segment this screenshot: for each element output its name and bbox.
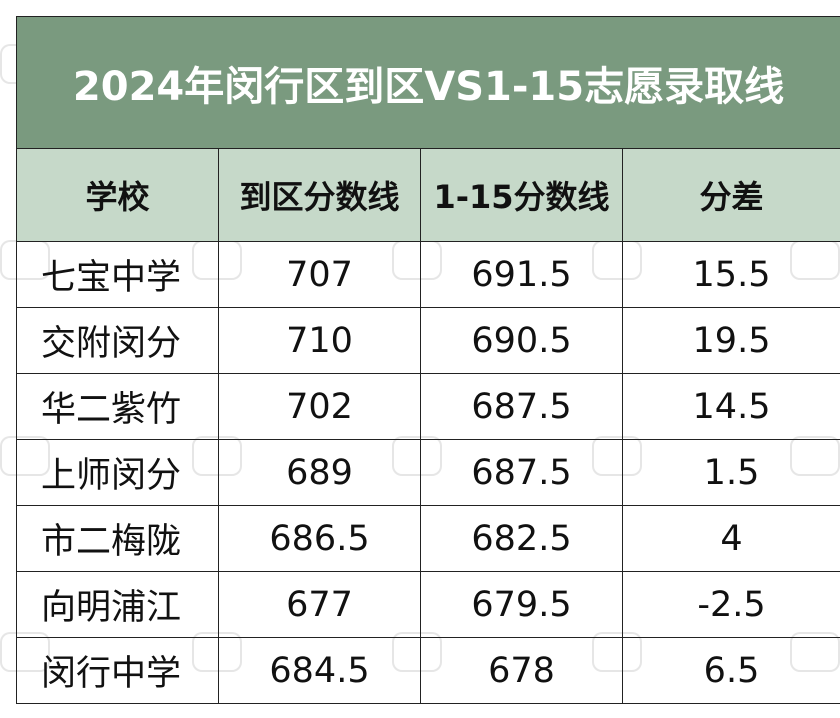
school-name-cell: 交附闵分 bbox=[16, 307, 219, 374]
district-line-cell: 677 bbox=[218, 571, 421, 638]
column-header-line-1-15: 1-15分数线 bbox=[420, 148, 623, 242]
district-line-cell: 686.5 bbox=[218, 505, 421, 572]
table-row: 华二紫竹 702 687.5 14.5 bbox=[16, 373, 840, 440]
school-name-cell: 华二紫竹 bbox=[16, 373, 219, 440]
line-1-15-cell: 687.5 bbox=[420, 373, 623, 440]
column-header-district-line: 到区分数线 bbox=[218, 148, 421, 242]
line-1-15-cell: 682.5 bbox=[420, 505, 623, 572]
table-row: 市二梅陇 686.5 682.5 4 bbox=[16, 505, 840, 572]
line-1-15-cell: 678 bbox=[420, 637, 623, 704]
school-name-cell: 七宝中学 bbox=[16, 241, 219, 308]
diff-cell: 1.5 bbox=[621, 439, 840, 506]
district-line-cell: 689 bbox=[218, 439, 421, 506]
line-1-15-cell: 679.5 bbox=[420, 571, 623, 638]
score-table: 2024年闵行区到区VS1-15志愿录取线 学校 到区分数线 1-15分数线 分… bbox=[15, 16, 840, 704]
line-1-15-cell: 691.5 bbox=[420, 241, 623, 308]
column-header-diff: 分差 bbox=[621, 148, 840, 242]
diff-cell: 4 bbox=[621, 505, 840, 572]
school-name-cell: 上师闵分 bbox=[16, 439, 219, 506]
diff-cell: 14.5 bbox=[621, 373, 840, 440]
diff-cell: 15.5 bbox=[621, 241, 840, 308]
district-line-cell: 702 bbox=[218, 373, 421, 440]
line-1-15-cell: 687.5 bbox=[420, 439, 623, 506]
district-line-cell: 710 bbox=[218, 307, 421, 374]
school-name-cell: 市二梅陇 bbox=[16, 505, 219, 572]
table-row: 上师闵分 689 687.5 1.5 bbox=[16, 439, 840, 506]
school-name-cell: 闵行中学 bbox=[16, 637, 219, 704]
school-name-cell: 向明浦江 bbox=[16, 571, 219, 638]
table-row: 闵行中学 684.5 678 6.5 bbox=[16, 637, 840, 704]
district-line-cell: 707 bbox=[218, 241, 421, 308]
diff-cell: -2.5 bbox=[621, 571, 840, 638]
column-header-school: 学校 bbox=[16, 148, 219, 242]
table-title: 2024年闵行区到区VS1-15志愿录取线 bbox=[15, 16, 840, 149]
diff-cell: 19.5 bbox=[621, 307, 840, 374]
line-1-15-cell: 690.5 bbox=[420, 307, 623, 374]
table-row: 交附闵分 710 690.5 19.5 bbox=[16, 307, 840, 374]
diff-cell: 6.5 bbox=[621, 637, 840, 704]
title-row: 2024年闵行区到区VS1-15志愿录取线 bbox=[15, 16, 840, 149]
table-row: 七宝中学 707 691.5 15.5 bbox=[16, 241, 840, 308]
header-row: 学校 到区分数线 1-15分数线 分差 bbox=[16, 148, 840, 242]
district-line-cell: 684.5 bbox=[218, 637, 421, 704]
table-row: 向明浦江 677 679.5 -2.5 bbox=[16, 571, 840, 638]
